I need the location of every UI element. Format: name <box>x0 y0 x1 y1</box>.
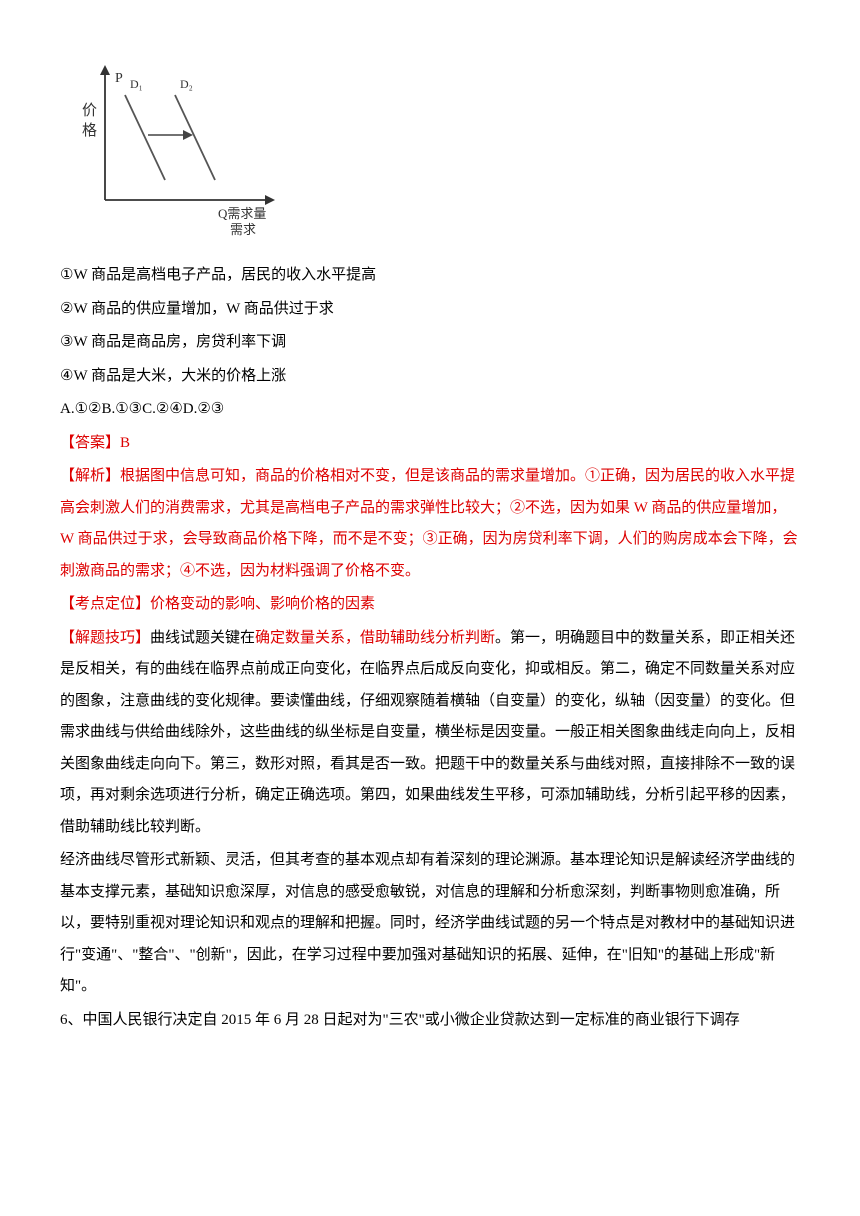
answer-line: 【答案】B <box>60 428 800 460</box>
tips-text-b: 确定数量关系，借助辅助线分析判断 <box>255 630 495 646</box>
axis-price-label-2: 格 <box>82 122 97 139</box>
demand-curve-chart: P 价 格 D₁ D₂ Q需求量 需求 <box>70 60 800 240</box>
question-6: 6、中国人民银行决定自 2015 年 6 月 28 日起对为"三农"或小微企业贷… <box>60 1005 800 1037</box>
answer-choices: A.①②B.①③C.②④D.②③ <box>60 394 800 426</box>
axis-demand-label: 需求 <box>230 222 256 237</box>
d2-label: D₂ <box>180 77 193 91</box>
tips-block: 【解题技巧】曲线试题关键在确定数量关系，借助辅助线分析判断。第一，明确题目中的数… <box>60 623 800 844</box>
d1-label: D₁ <box>130 77 143 91</box>
explanation-block: 【解析】根据图中信息可知，商品的价格相对不变，但是该商品的需求量增加。①正确，因… <box>60 461 800 587</box>
tips-paragraph-2: 经济曲线尽管形式新颖、灵活，但其考查的基本观点却有着深刻的理论渊源。基本理论知识… <box>60 845 800 1003</box>
option-1: ①W 商品是高档电子产品，居民的收入水平提高 <box>60 260 800 292</box>
tips-text-c: 。第一，明确题目中的数量关系，即正相关还是反相关，有的曲线在临界点前成正向变化，… <box>60 630 795 835</box>
axis-price-label-1: 价 <box>82 103 97 119</box>
option-4: ④W 商品是大米，大米的价格上涨 <box>60 361 800 393</box>
kaodian-line: 【考点定位】价格变动的影响、影响价格的因素 <box>60 589 800 621</box>
axis-q-label: Q需求量 <box>218 206 266 221</box>
option-3: ③W 商品是商品房，房贷利率下调 <box>60 327 800 359</box>
tips-text-a: 曲线试题关键在 <box>150 630 255 646</box>
axis-p-label: P <box>115 71 123 86</box>
option-2: ②W 商品的供应量增加，W 商品供过于求 <box>60 294 800 326</box>
explanation-lead: 【解析】 <box>60 468 120 484</box>
tips-lead: 【解题技巧】 <box>60 630 150 646</box>
